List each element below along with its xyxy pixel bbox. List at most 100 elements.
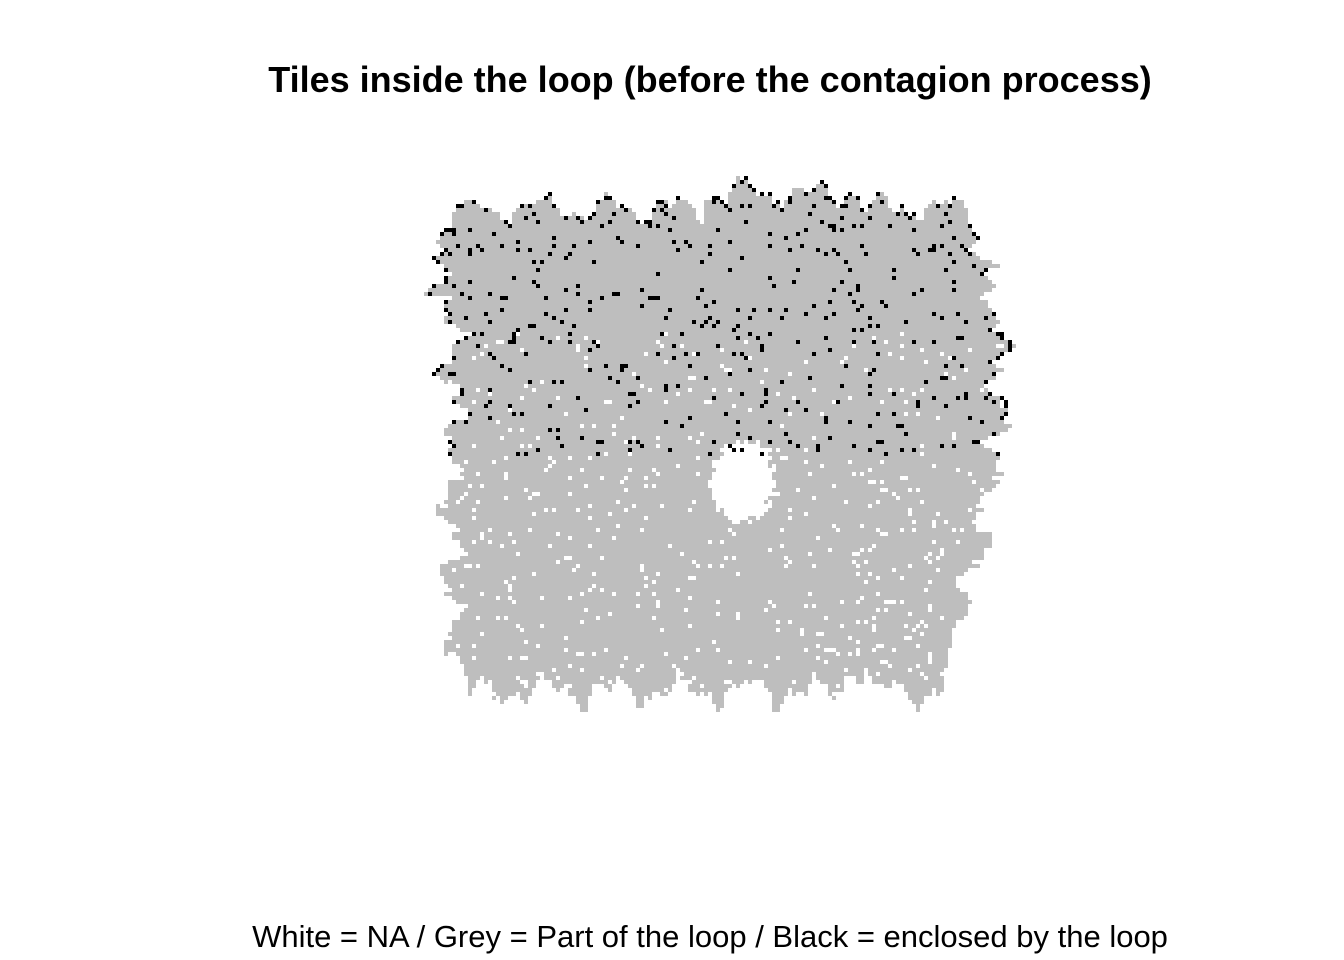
na-tile	[660, 344, 664, 348]
loop-tile-run	[912, 700, 924, 704]
enclosed-tile	[768, 192, 772, 196]
enclosed-tile	[436, 260, 440, 264]
na-tile	[612, 536, 616, 540]
loop-tile-run	[452, 212, 500, 216]
enclosed-tile	[460, 204, 464, 208]
na-tile	[520, 428, 524, 432]
loop-tile-run	[452, 596, 968, 600]
na-tile	[780, 528, 784, 532]
loop-tile-run	[512, 220, 640, 224]
enclosed-tile	[912, 228, 916, 232]
loop-tile-run	[444, 316, 996, 320]
na-tile	[816, 632, 820, 636]
enclosed-tile	[432, 284, 436, 288]
enclosed-tile	[876, 324, 880, 328]
enclosed-tile	[672, 344, 676, 348]
loop-tile-run	[484, 680, 488, 684]
na-tile	[468, 484, 472, 488]
enclosed-tile	[596, 452, 600, 456]
loop-tile-run	[772, 504, 976, 508]
enclosed-tile	[612, 292, 616, 296]
na-tile	[684, 656, 688, 660]
enclosed-tile	[824, 252, 828, 256]
na-tile	[700, 684, 704, 688]
enclosed-tile	[664, 204, 668, 208]
enclosed-tile	[976, 440, 980, 444]
loop-tile-run	[844, 196, 860, 200]
na-tile	[464, 460, 468, 464]
na-tile	[716, 648, 720, 652]
na-tile	[908, 668, 912, 672]
na-tile	[524, 656, 528, 660]
enclosed-tile	[828, 224, 832, 228]
enclosed-tile	[544, 196, 548, 200]
na-tile	[776, 448, 780, 452]
enclosed-tile	[932, 340, 936, 344]
loop-tile-run	[596, 200, 616, 204]
loop-tile-run	[444, 432, 1000, 436]
loop-tile-run	[464, 336, 1004, 340]
na-tile	[804, 648, 808, 652]
na-tile	[836, 684, 840, 688]
enclosed-tile	[828, 196, 832, 200]
na-tile	[904, 400, 908, 404]
enclosed-tile	[788, 248, 792, 252]
enclosed-tile	[444, 248, 448, 252]
enclosed-tile	[868, 324, 872, 328]
enclosed-tile	[480, 332, 484, 336]
na-tile	[480, 532, 484, 536]
enclosed-tile	[636, 440, 640, 444]
enclosed-tile	[648, 296, 652, 300]
enclosed-tile	[528, 380, 532, 384]
na-tile	[564, 412, 568, 416]
na-tile	[708, 564, 712, 568]
enclosed-tile	[708, 252, 712, 256]
enclosed-tile	[916, 404, 920, 408]
enclosed-tile	[780, 316, 784, 320]
na-tile	[848, 652, 852, 656]
na-tile	[688, 596, 692, 600]
enclosed-tile	[904, 212, 908, 216]
enclosed-tile	[500, 296, 504, 300]
na-tile	[748, 460, 752, 464]
na-tile	[680, 344, 684, 348]
na-tile	[780, 456, 784, 460]
enclosed-tile	[848, 192, 852, 196]
enclosed-tile	[432, 256, 436, 260]
na-tile	[824, 616, 828, 620]
enclosed-tile	[952, 356, 956, 360]
enclosed-tile	[576, 284, 580, 288]
na-tile	[872, 336, 876, 340]
na-tile	[820, 632, 824, 636]
enclosed-tile	[508, 404, 512, 408]
enclosed-tile	[508, 340, 512, 344]
loop-tile-run	[792, 188, 804, 192]
na-tile	[808, 472, 812, 476]
loop-tile-run	[468, 688, 472, 692]
enclosed-tile	[608, 196, 612, 200]
enclosed-tile	[676, 248, 680, 252]
loop-tile-run	[452, 344, 1016, 348]
loop-tile-run	[772, 472, 1004, 476]
enclosed-tile	[948, 252, 952, 256]
na-tile	[824, 648, 828, 652]
loop-tile-run	[856, 680, 864, 684]
na-tile	[788, 516, 792, 520]
na-tile	[796, 488, 800, 492]
na-tile	[548, 464, 552, 468]
enclosed-tile	[716, 320, 720, 324]
enclosed-tile	[916, 400, 920, 404]
enclosed-tile	[960, 244, 964, 248]
enclosed-tile	[760, 348, 764, 352]
na-tile	[692, 576, 696, 580]
na-tile	[472, 644, 476, 648]
enclosed-tile	[596, 344, 600, 348]
loop-tile-run	[436, 512, 724, 516]
enclosed-tile	[448, 312, 452, 316]
enclosed-tile	[908, 216, 912, 220]
enclosed-tile	[932, 244, 936, 248]
na-tile	[932, 464, 936, 468]
enclosed-tile	[576, 292, 580, 296]
loop-tile-run	[448, 424, 1012, 428]
na-tile	[688, 508, 692, 512]
